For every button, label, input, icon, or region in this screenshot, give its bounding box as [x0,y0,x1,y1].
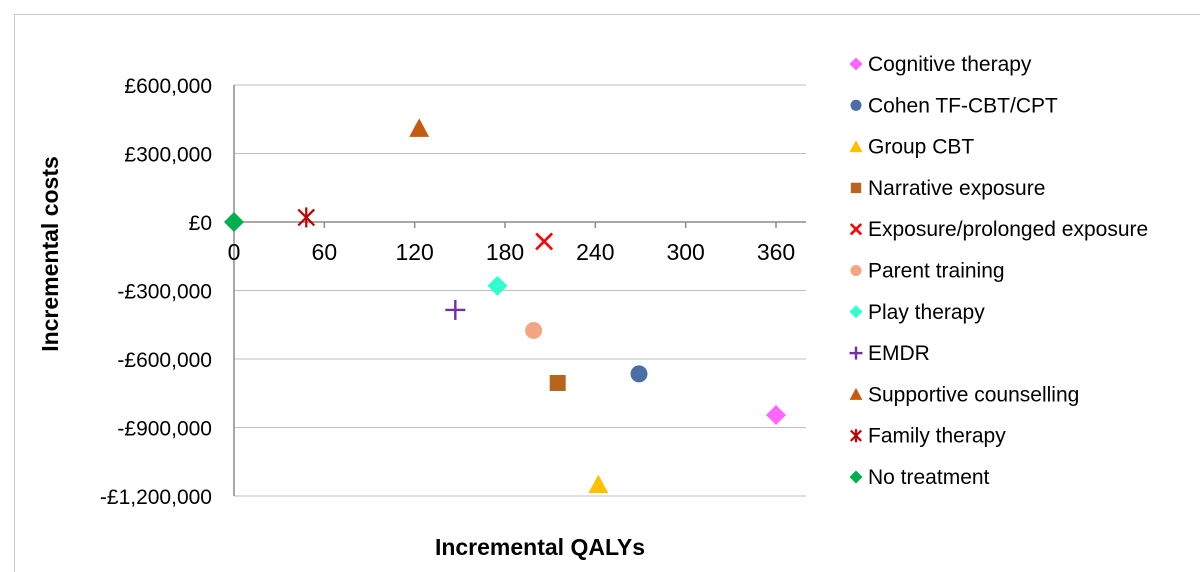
y-tick-labels: £600,000 £300,000 £0 -£300,000 -£600,000 -£90… [100,75,212,509]
x-tick-label: 360 [757,239,795,265]
y-tick-label: £300,000 [124,144,212,167]
y-tick-label: £0 [189,212,212,235]
legend-marker [849,57,863,71]
legend-marker [849,387,863,400]
legend-label: Parent training [868,260,1005,283]
legend-marker [849,346,863,360]
chart-frame [14,14,1200,572]
legend-label: Play therapy [868,301,985,324]
legend-marker [849,470,863,484]
legend-marker [850,182,862,194]
data-point [409,118,430,137]
legend-label: EMDR [868,342,930,365]
legend-item: Parent training [850,260,1005,283]
data-points [224,118,786,494]
data-point [549,374,566,391]
legend-marker [850,429,862,443]
data-point [525,321,543,339]
x-tick-label: 120 [395,239,433,265]
legend-item: Group CBT [849,136,974,159]
legend-marker [850,264,862,277]
legend-label: Cognitive therapy [868,53,1032,76]
legend-item: Play therapy [849,301,985,324]
legend-item: Supportive counselling [849,383,1079,406]
legend-item: Cognitive therapy [849,53,1032,76]
x-tick-label: 60 [312,239,338,265]
data-point [445,299,466,320]
legend-marker [850,99,862,111]
legend-label: Supportive counselling [868,383,1079,406]
data-point [297,207,316,228]
legend-label: Exposure/prolonged exposure [868,218,1148,241]
y-tick-label: -£300,000 [117,281,212,304]
legend-label: No treatment [868,466,990,489]
x-axis [233,85,806,496]
legend-marker [849,140,863,153]
data-point [224,212,244,232]
y-axis-label: Incremental costs [37,156,63,352]
data-point [630,365,648,383]
x-tick-label: 240 [576,239,614,265]
legend-label: Narrative exposure [868,177,1045,200]
x-tick-label: 300 [666,239,704,265]
legend-item: No treatment [849,466,990,489]
data-point [588,474,609,494]
legend-label: Family therapy [868,425,1006,448]
y-tick-label: -£600,000 [117,349,212,372]
legend-label: Cohen TF-CBT/CPT [868,94,1058,117]
legend-item: Cohen TF-CBT/CPT [850,94,1058,117]
legend-item: EMDR [849,342,930,365]
data-point [535,232,554,251]
legend-item: Narrative exposure [850,177,1045,200]
legend-marker [849,223,863,236]
y-tick-label: -£1,200,000 [100,486,212,509]
x-tick-label: 180 [486,239,524,265]
data-point [487,275,508,296]
legend-item: Family therapy [850,425,1006,448]
gridlines [234,84,806,497]
legend-item: Exposure/prolonged exposure [849,218,1148,241]
x-tick-labels: 0 60 120 180 240 300 360 [228,239,796,265]
y-tick-label: £600,000 [124,75,212,98]
y-tick-label: -£900,000 [117,418,212,441]
legend-label: Group CBT [868,136,974,159]
x-tick-label: 0 [228,239,241,265]
data-point [766,404,786,425]
legend: Cognitive therapy Cohen TF-CBT/CPT Group C… [849,53,1148,489]
legend-marker [849,305,863,319]
x-axis-label: Incremental QALYs [435,534,645,560]
